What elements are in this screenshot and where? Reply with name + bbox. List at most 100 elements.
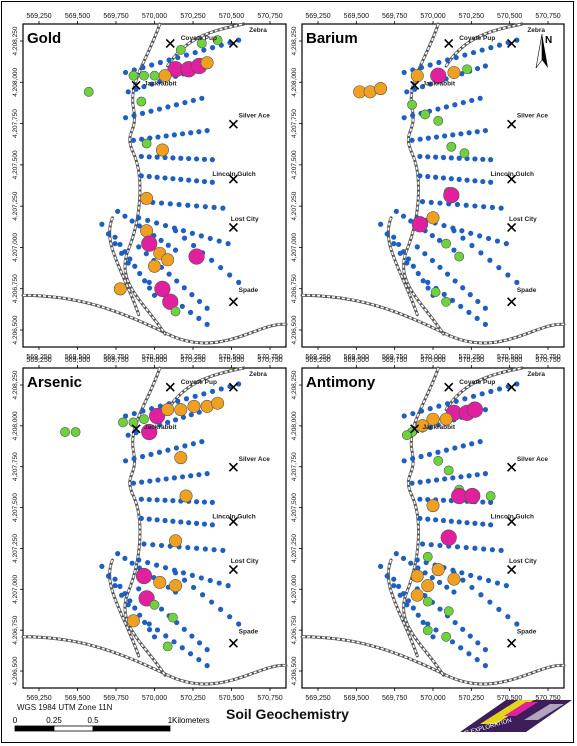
- x-tick-label: 570,250: [459, 13, 484, 20]
- sample-point: [477, 95, 483, 101]
- x-tick-label: 569,250: [26, 354, 51, 361]
- sample-point: [189, 292, 195, 298]
- sample-point: [467, 292, 473, 298]
- sample-point: [456, 176, 462, 182]
- sample-point: [154, 627, 161, 633]
- sample-point: [209, 522, 215, 528]
- sample-point: [460, 99, 466, 106]
- sample-point: [452, 278, 458, 284]
- sample-point: [481, 546, 487, 552]
- sample-point: [478, 592, 484, 598]
- sample-point: [410, 112, 416, 119]
- sample-point: [393, 208, 399, 214]
- anomaly-point: [175, 44, 186, 55]
- claim-label: Lincoln Gulch: [491, 513, 534, 520]
- sample-point: [378, 563, 384, 570]
- anomaly-point: [149, 599, 160, 610]
- sample-point: [136, 244, 142, 250]
- sample-point: [209, 599, 215, 605]
- sample-point: [456, 519, 462, 525]
- anomaly-point: [430, 67, 447, 84]
- sample-point: [425, 173, 431, 180]
- road-center: [22, 636, 287, 685]
- sample-point: [136, 586, 142, 592]
- sample-point: [420, 278, 426, 284]
- sample-point: [162, 517, 168, 524]
- sample-point: [482, 63, 488, 69]
- sample-point: [204, 471, 210, 477]
- sample-point: [204, 305, 210, 311]
- anomaly-point: [136, 96, 147, 107]
- sample-point: [419, 541, 426, 547]
- sample-point: [485, 577, 492, 584]
- sample-point: [391, 234, 397, 240]
- sample-point: [436, 59, 442, 66]
- claim-label: Spade: [239, 287, 259, 294]
- x-tick-label: 569,500: [65, 357, 90, 364]
- x-tick-label: 569,750: [103, 357, 128, 364]
- sample-point: [182, 443, 188, 449]
- sample-point: [149, 81, 155, 87]
- anomaly-point: [113, 282, 127, 296]
- sample-point: [470, 393, 477, 399]
- claim-label: Lincoln Gulch: [212, 513, 255, 520]
- sample-point: [178, 155, 184, 161]
- claim-marker: [507, 297, 517, 307]
- claim-label: Silver Ace: [239, 456, 271, 463]
- sample-point: [437, 200, 443, 206]
- sample-point: [142, 619, 148, 626]
- sample-point: [454, 201, 461, 208]
- anomaly-point: [441, 296, 451, 307]
- x-tick-label: 570,000: [142, 354, 167, 361]
- sample-point: [172, 228, 179, 234]
- sample-point: [183, 52, 190, 58]
- road-center: [387, 559, 419, 657]
- sample-point: [464, 520, 470, 526]
- sample-point: [180, 228, 187, 234]
- company-logo: VB EXPLORATION: [460, 700, 572, 738]
- anomaly-point: [135, 567, 153, 585]
- sample-point: [452, 445, 458, 451]
- sample-point: [427, 62, 433, 68]
- scale-segment: [53, 725, 94, 732]
- y-tick-label: 4,206,750: [12, 615, 19, 644]
- sample-point: [154, 174, 160, 180]
- claim-marker: [228, 222, 238, 233]
- sample-point: [154, 497, 160, 503]
- element-title: Gold: [27, 30, 61, 47]
- scale-bar: 0 0.25 0.5 1 Kilometers: [13, 716, 210, 732]
- sample-point: [418, 453, 424, 460]
- anomaly-point: [439, 412, 453, 426]
- sample-point: [404, 602, 410, 608]
- sample-point: [451, 247, 457, 253]
- sample-point: [419, 199, 426, 205]
- sample-point: [117, 583, 123, 590]
- anomaly-point: [161, 403, 175, 417]
- y-tick-label: 4,207,750: [12, 452, 19, 481]
- sample-point: [429, 232, 435, 239]
- sample-point: [477, 575, 483, 581]
- anomaly-point: [410, 588, 424, 602]
- sample-point: [468, 230, 474, 236]
- anomaly-point: [430, 287, 441, 297]
- sample-point: [488, 179, 494, 185]
- sample-point: [146, 496, 152, 503]
- sample-point: [458, 131, 464, 137]
- sample-point: [193, 203, 200, 209]
- sample-point: [408, 218, 414, 224]
- x-tick-label: 569,750: [382, 354, 407, 361]
- claim-marker: [228, 565, 238, 575]
- anomaly-point: [374, 82, 388, 96]
- sample-point: [198, 575, 204, 581]
- y-tick-label: 4,208,250: [12, 370, 19, 399]
- sample-point: [204, 321, 210, 327]
- sample-point: [188, 473, 194, 479]
- y-tick-label: 4,207,250: [12, 191, 19, 220]
- anomaly-point: [162, 293, 179, 310]
- sample-point: [460, 626, 466, 632]
- claim-marker: [165, 382, 175, 392]
- sample-point: [201, 47, 207, 53]
- sample-point: [433, 154, 439, 160]
- sample-point: [401, 69, 407, 76]
- sample-point: [462, 396, 468, 402]
